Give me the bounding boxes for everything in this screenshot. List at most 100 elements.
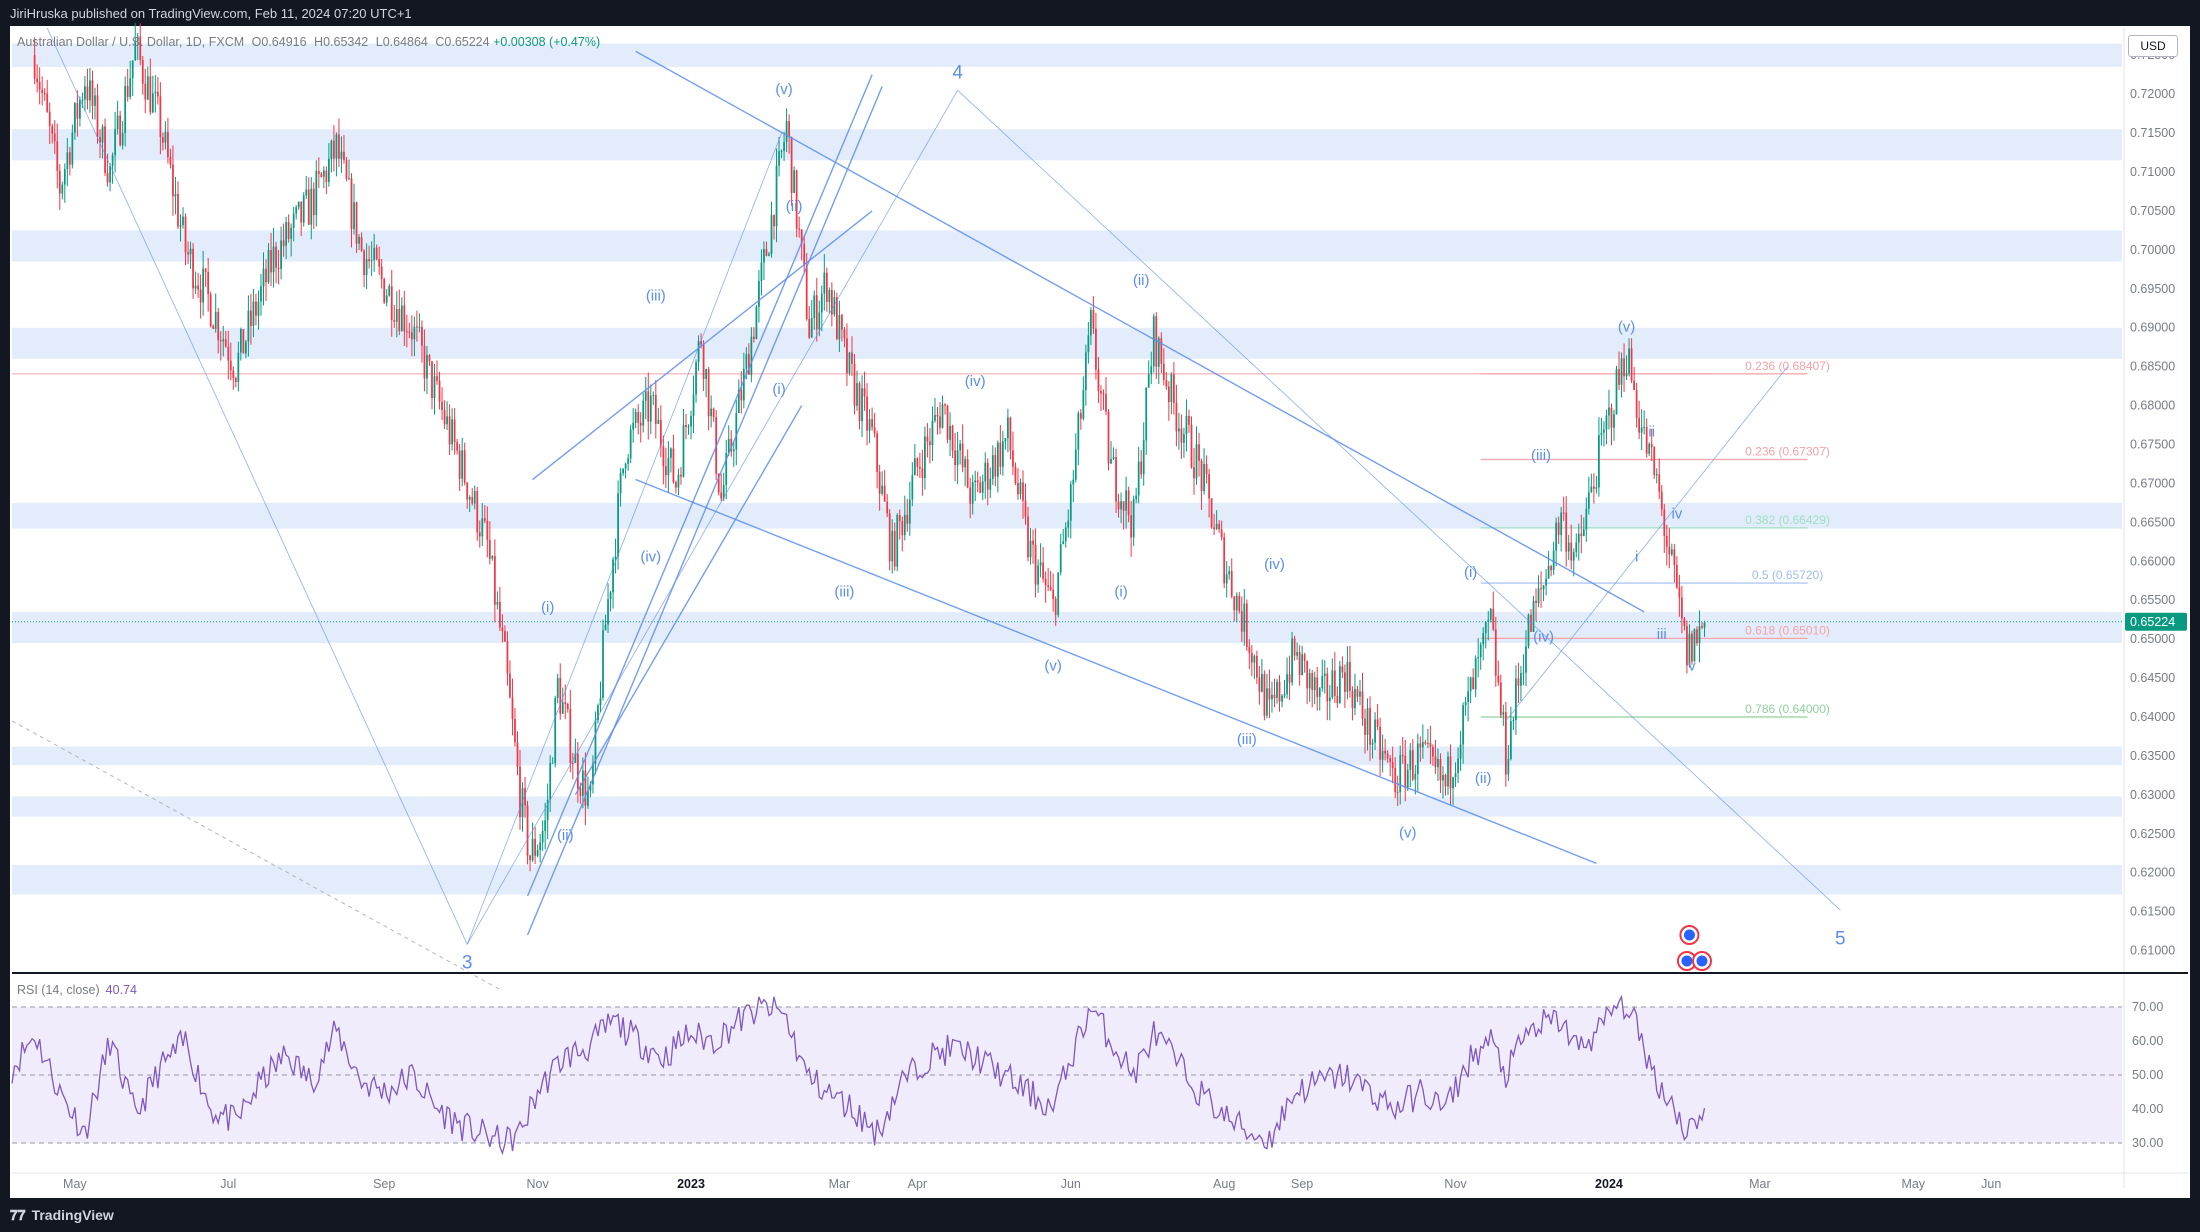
candle-body	[1064, 527, 1067, 542]
candle-body	[1401, 755, 1404, 757]
candle-body	[926, 436, 929, 442]
symbol-name: Australian Dollar / U.S. Dollar, 1D, FXC…	[17, 35, 245, 49]
economic-events[interactable]	[1676, 925, 1713, 971]
candle-body	[720, 492, 723, 499]
price-axis[interactable]: 0.725000.720000.715000.710000.705000.700…	[2123, 28, 2187, 1188]
candle-body	[1255, 655, 1258, 678]
candle-body	[732, 449, 735, 452]
candle-body	[33, 55, 36, 79]
candle-body	[1379, 726, 1381, 760]
candle-body	[873, 427, 876, 434]
candle-body	[1527, 614, 1530, 647]
candle-body	[242, 329, 245, 354]
candle-body	[1384, 750, 1387, 754]
candle-body	[1675, 565, 1678, 588]
wave-label: 5	[1835, 928, 1846, 949]
candle-body	[559, 678, 562, 714]
wave-label: (i)	[772, 381, 785, 398]
candle-body	[1200, 460, 1203, 492]
symbol-legend[interactable]: Australian Dollar / U.S. Dollar, 1D, FXC…	[17, 35, 600, 49]
candle-body	[511, 697, 514, 720]
candle-body	[1090, 310, 1092, 336]
candle-body	[785, 120, 788, 143]
candle-body	[300, 201, 303, 223]
wave-label: (ii)	[786, 198, 803, 215]
trend-lines[interactable]	[11, 27, 1841, 990]
publisher-bar: JiriHruska published on TradingView.com,…	[0, 0, 2200, 26]
candle-body	[302, 195, 305, 223]
channel-line	[526, 74, 873, 897]
rsi-value: 40.74	[105, 983, 137, 997]
candle-body	[1007, 417, 1009, 439]
candle-body	[1336, 695, 1339, 703]
candle-body	[1472, 677, 1475, 690]
candle-body	[1386, 753, 1389, 759]
candle-body	[984, 462, 987, 482]
candle-body	[1276, 681, 1278, 698]
candle-body	[1623, 358, 1625, 377]
fib-level-label: 0.618 (0.65010)	[1745, 623, 1830, 637]
candle-body	[1190, 424, 1193, 468]
candle-body	[1650, 443, 1653, 448]
candle-body	[1547, 566, 1550, 579]
candle-body	[38, 82, 41, 90]
candle-body	[1223, 537, 1226, 584]
candle-body	[400, 305, 403, 332]
rsi-legend[interactable]: RSI (14, close) 40.74	[17, 983, 137, 997]
candle-body	[373, 247, 376, 261]
candle-body	[607, 599, 609, 625]
currency-selector[interactable]: USD	[2128, 35, 2178, 57]
candle-body	[66, 152, 69, 170]
candle-body	[167, 132, 169, 158]
candle-body	[594, 720, 597, 764]
candle-body	[632, 422, 635, 430]
candle-body	[1645, 426, 1648, 454]
support-resistance-zones	[12, 43, 2122, 895]
candle-body	[1022, 482, 1024, 501]
candle-body	[1037, 565, 1039, 585]
candle-body	[1577, 533, 1580, 543]
candle-body	[1193, 467, 1195, 479]
wave-label: v	[1688, 657, 1696, 674]
rsi-pane[interactable]: 70.00 60.00 50.00 40.00 30.00	[11, 972, 2188, 1156]
candle-body	[212, 325, 215, 329]
candle-body	[1522, 672, 1525, 674]
candle-body	[803, 243, 806, 266]
candle-body	[760, 262, 763, 282]
candle-body	[46, 93, 49, 112]
candle-body	[1608, 407, 1610, 416]
tradingview-logo[interactable]: 𝟕𝟕 TradingView	[10, 1207, 114, 1224]
candle-body	[310, 188, 313, 225]
footer-bar: 𝟕𝟕 TradingView	[0, 1198, 2200, 1232]
candle-body	[325, 170, 328, 183]
candle-body	[871, 419, 873, 428]
candle-body	[1635, 390, 1638, 418]
candle-body	[1009, 417, 1012, 451]
candle-body	[154, 91, 157, 94]
candle-body	[1670, 549, 1673, 555]
candle-body	[1326, 673, 1329, 702]
candle-body	[1683, 618, 1686, 627]
candle-body	[951, 425, 954, 451]
candle-body	[1366, 708, 1369, 735]
candle-body	[86, 86, 89, 101]
time-axis[interactable]: May Jul Sep Nov 2023 Mar Apr Jun Aug Sep Nov 2024 Ma…	[12, 1172, 2188, 1191]
wave-label: 4	[952, 63, 963, 84]
candle-body	[287, 222, 290, 239]
candle-body	[597, 705, 599, 721]
candle-body	[388, 286, 391, 296]
candle-body	[1605, 415, 1608, 430]
candle-body	[1344, 672, 1346, 692]
candle-body	[1668, 546, 1671, 555]
candle-body	[1167, 386, 1170, 403]
candle-body	[81, 99, 84, 101]
candle-body	[493, 555, 496, 605]
candle-body	[1620, 358, 1623, 385]
candle-body	[657, 419, 660, 424]
candle-body	[270, 250, 272, 273]
candle-body	[1140, 461, 1143, 475]
wave-label: (ii)	[1475, 770, 1492, 787]
candle-body	[229, 360, 232, 371]
candle-body	[944, 404, 946, 406]
